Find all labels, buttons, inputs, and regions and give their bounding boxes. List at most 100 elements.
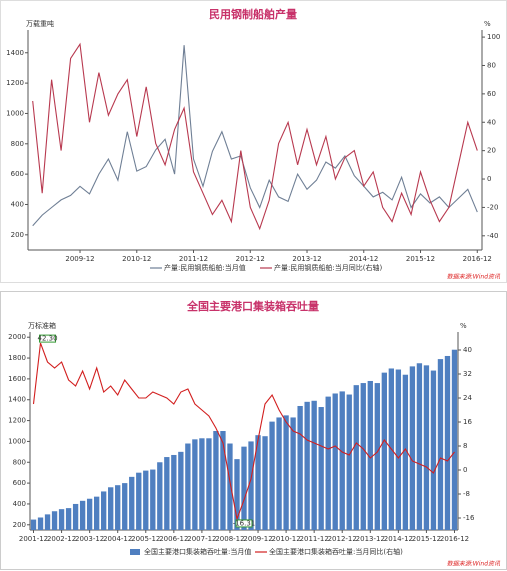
bar — [325, 396, 331, 530]
bar — [79, 500, 86, 530]
legend-label: 全国主要港口集装箱吞吐量:当月值 — [144, 547, 251, 556]
x-tick-label: 2007-12 — [187, 535, 216, 543]
y2-tick-label: -16 — [463, 514, 475, 522]
y-tick-label: 800 — [13, 458, 26, 466]
legend-label: 产量:民用钢质船舶:当月同比(右轴) — [274, 263, 382, 272]
bar — [108, 487, 114, 530]
bar — [430, 370, 437, 530]
bar — [290, 417, 296, 530]
bar — [72, 503, 79, 530]
bar — [86, 498, 93, 530]
bar — [283, 415, 289, 530]
bar — [206, 438, 212, 530]
bar — [234, 459, 240, 530]
line — [32, 42, 478, 231]
x-tick-label: 2010-12 — [271, 535, 300, 543]
bar — [129, 476, 135, 530]
bar — [30, 519, 37, 530]
bar — [318, 407, 324, 530]
value-label-box — [39, 334, 57, 343]
bar — [122, 483, 128, 530]
x-tick-label: 2014-12 — [384, 535, 413, 543]
y2-tick-label: 24 — [463, 394, 472, 402]
bar — [241, 446, 247, 530]
x-tick-label: 2013-12 — [292, 255, 321, 263]
line — [32, 342, 455, 521]
legend-label: 产量:民用钢质船舶:当月值 — [164, 263, 246, 272]
line — [32, 45, 478, 227]
y-tick-label: 200 — [11, 231, 24, 239]
x-tick-label: 2016-12 — [463, 255, 492, 263]
bar — [44, 514, 51, 530]
bar — [220, 431, 226, 530]
bar — [171, 454, 177, 530]
source: 数据来源:Wind资讯 — [447, 273, 501, 281]
bar — [164, 457, 170, 530]
bar — [93, 496, 100, 530]
bar — [297, 405, 303, 530]
bar — [395, 369, 402, 530]
y-tick-label: 1400 — [8, 396, 26, 404]
y2-tick-label: 80 — [487, 61, 496, 69]
source: 数据来源:Wind资讯 — [447, 560, 501, 568]
bar — [367, 380, 373, 530]
bar — [276, 417, 282, 530]
chart-title: 全国主要港口集装箱吞吐量 — [186, 299, 319, 313]
y-tick-label: 200 — [13, 521, 26, 529]
x-tick-label: 2005-12 — [131, 535, 160, 543]
y-tick-label: 400 — [13, 500, 26, 508]
y-tick-label: 1800 — [8, 354, 26, 362]
chart-title: 民用钢制船舶产量 — [209, 7, 297, 21]
bar — [136, 472, 142, 530]
x-tick-label: 2003-12 — [75, 535, 104, 543]
value-label: 42.30 — [38, 335, 58, 343]
bar — [185, 443, 191, 530]
y-tick-label: 1000 — [8, 437, 26, 445]
bar — [416, 363, 423, 530]
y-tick-label: 600 — [11, 170, 24, 178]
y2-tick-label: 40 — [463, 346, 472, 354]
bar — [150, 469, 156, 530]
bar — [115, 485, 121, 530]
bar — [381, 372, 387, 530]
y2-tick-label: 16 — [463, 418, 472, 426]
bar — [304, 401, 310, 530]
bar — [58, 509, 65, 530]
bar — [346, 394, 352, 530]
y-unit: 万标准箱 — [28, 321, 56, 330]
bar — [178, 451, 184, 530]
bar — [374, 383, 380, 530]
bar — [409, 366, 416, 530]
y2-tick-label: -20 — [487, 203, 498, 211]
x-tick-label: 2004-12 — [103, 535, 132, 543]
bar — [213, 431, 219, 530]
x-tick-label: 2009-12 — [243, 535, 272, 543]
x-tick-label: 2015-12 — [406, 255, 435, 263]
y-tick-label: 1200 — [6, 79, 24, 87]
value-label: -16.31 — [233, 519, 256, 527]
y2-tick-label: 0 — [487, 175, 491, 183]
x-tick-label: 2015-12 — [412, 535, 441, 543]
bar — [423, 365, 430, 530]
y2-tick-label: 100 — [487, 33, 500, 41]
bar — [339, 391, 345, 530]
x-tick-label: 2006-12 — [159, 535, 188, 543]
x-tick-label: 2011-12 — [300, 535, 329, 543]
bar — [444, 355, 451, 530]
bar — [360, 383, 366, 530]
bar — [332, 393, 338, 530]
bar — [192, 439, 198, 530]
y2-tick-label: 60 — [487, 90, 496, 98]
y-tick-label: 800 — [11, 140, 24, 148]
x-tick-label: 2016-12 — [440, 535, 469, 543]
legend-swatch — [130, 549, 140, 555]
y-tick-label: 1600 — [8, 375, 26, 383]
y-unit: 万载重吨 — [26, 19, 54, 28]
y2-unit: % — [484, 20, 491, 28]
y-tick-label: 1400 — [6, 49, 24, 57]
x-tick-label: 2009-12 — [65, 255, 94, 263]
y-tick-label: 400 — [11, 200, 24, 208]
bar — [199, 438, 205, 530]
bar — [51, 511, 58, 530]
